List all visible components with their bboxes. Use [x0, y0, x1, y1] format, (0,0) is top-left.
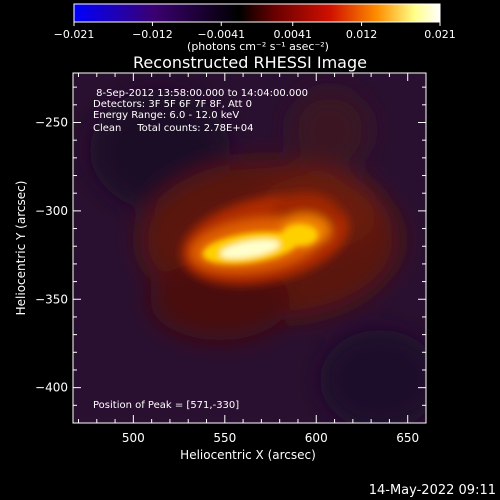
plot-frame — [72, 72, 427, 424]
timestamp: 14-May-2022 09:11 — [369, 483, 496, 498]
chart-title: Reconstructed RHESSI Image — [133, 53, 367, 72]
y-tick-label: −300 — [35, 204, 68, 218]
colorbar-tick-label: 0.012 — [346, 28, 378, 41]
colorbar — [73, 3, 441, 23]
x-tick-label: 550 — [213, 431, 236, 445]
colorbar-tick-label: −0.0041 — [197, 28, 245, 41]
y-tick-label: −400 — [35, 381, 68, 395]
colorbar-ticks: −0.021 −0.012 −0.0041 0.0041 0.012 0.021 — [54, 22, 456, 41]
colorbar-tick-label: −0.012 — [132, 28, 173, 41]
colorbar-tick-label: 0.021 — [424, 28, 456, 41]
x-tick-label: 600 — [305, 431, 328, 445]
y-tick-label: −350 — [35, 292, 68, 306]
x-tick-label: 650 — [396, 431, 419, 445]
x-axis-label: Heliocentric X (arcsec) — [180, 448, 316, 462]
y-axis-label: Heliocentric Y (arcsec) — [14, 181, 28, 316]
colorbar-label: (photons cm⁻² s⁻¹ asec⁻²) — [187, 40, 329, 53]
annotation-peak: Position of Peak = [571,-330] — [93, 400, 239, 411]
x-tick-label: 500 — [122, 431, 145, 445]
solar-image — [73, 73, 426, 423]
colorbar-tick-label: 0.0041 — [273, 28, 312, 41]
annotation-energy: Energy Range: 6.0 - 12.0 keV — [93, 110, 239, 121]
annotation-time: 8-Sep-2012 13:58:00.000 to 14:04:00.000 — [93, 88, 308, 99]
annotation-detectors: Detectors: 3F 5F 6F 7F 8F, Att 0 — [93, 99, 252, 110]
colorbar-tick-label: −0.021 — [54, 28, 95, 41]
axis-ticks: 500 550 600 650 −250 −300 −350 −400 — [35, 73, 427, 445]
annotation-clean: Clean Total counts: 2.78E+04 — [93, 123, 253, 134]
y-tick-label: −250 — [35, 115, 68, 129]
